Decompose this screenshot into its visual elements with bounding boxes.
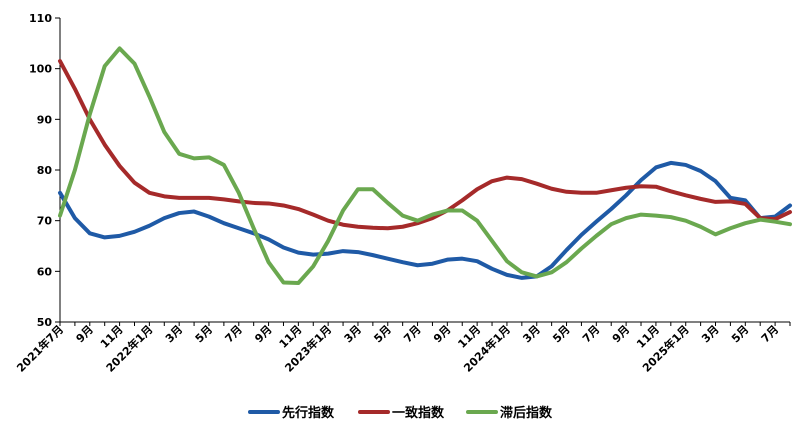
x-tick-label: 7月 [401,323,423,345]
x-tick-label: 9月 [74,323,96,345]
x-tick-label: 5月 [193,323,215,345]
legend-label: 先行指数 [282,405,335,421]
x-tick-label: 5月 [729,323,751,345]
x-tick-label: 3月 [520,323,542,345]
x-tick-label: 7月 [580,323,602,345]
series-line-2 [58,59,792,231]
series-line-3 [58,46,792,285]
series-line-1 [58,160,792,280]
legend-label: 一致指数 [392,405,445,421]
x-tick-label: 2021年7月 [14,322,67,375]
y-tick-label: 50 [37,316,53,329]
y-tick-label: 80 [37,164,53,177]
legend-label: 滞后指数 [500,405,553,421]
x-tick-label: 9月 [610,323,632,345]
y-tick-label: 70 [37,215,53,228]
y-tick-label: 100 [29,63,52,76]
legend: 先行指数 一致指数 滞后指数 [248,405,553,421]
x-tick-label: 9月 [431,323,453,345]
x-tick-label: 7月 [759,323,781,345]
x-tick-label: 5月 [371,323,393,345]
x-tick-label: 3月 [163,323,185,345]
x-tick-label: 9月 [252,323,274,345]
x-tick-label: 3月 [342,323,364,345]
plot-area [58,46,792,285]
x-tick-label: 3月 [699,323,721,345]
y-tick-label: 110 [29,12,52,25]
x-tick-label: 5月 [550,323,572,345]
y-tick-label: 90 [37,113,53,126]
y-tick-label: 60 [37,265,53,278]
x-tick-label: 7月 [223,323,245,345]
